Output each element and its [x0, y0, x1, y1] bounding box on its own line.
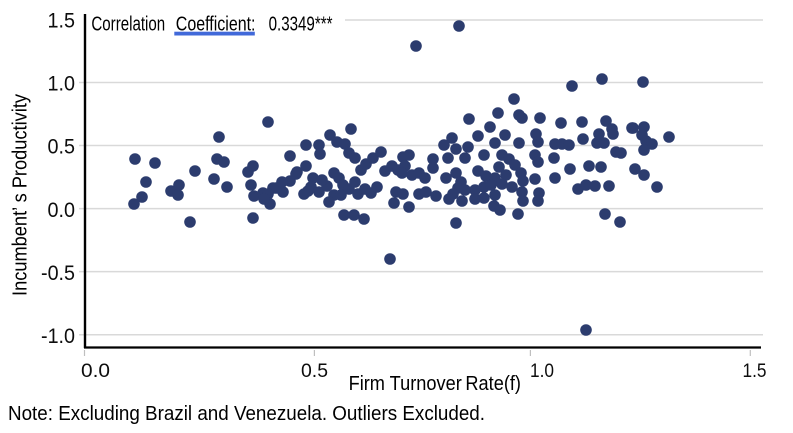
svg-text:Correlation: Correlation [91, 14, 165, 36]
svg-text:1.0: 1.0 [48, 72, 76, 96]
svg-text:1.0: 1.0 [530, 361, 554, 382]
svg-text:0.5: 0.5 [48, 135, 76, 159]
svg-text:-0.5: -0.5 [41, 261, 75, 285]
svg-text:0.0: 0.0 [81, 361, 110, 382]
svg-text:-1.0: -1.0 [41, 324, 75, 348]
svg-text:Coefficient:: Coefficient: [176, 14, 256, 36]
svg-text:0.0: 0.0 [48, 198, 76, 222]
svg-text:1.5: 1.5 [743, 361, 767, 382]
svg-text:Firm Turnover Rate(f): Firm Turnover Rate(f) [349, 373, 521, 395]
svg-text:Incumbent’ s Productivity: Incumbent’ s Productivity [10, 94, 32, 296]
svg-text:0.5: 0.5 [301, 361, 328, 382]
svg-text:0.3349***: 0.3349*** [269, 14, 333, 36]
svg-text:Note: Excluding Brazil and Ven: Note: Excluding Brazil and Venezuela. Ou… [8, 403, 485, 425]
svg-text:1.5: 1.5 [48, 9, 76, 33]
